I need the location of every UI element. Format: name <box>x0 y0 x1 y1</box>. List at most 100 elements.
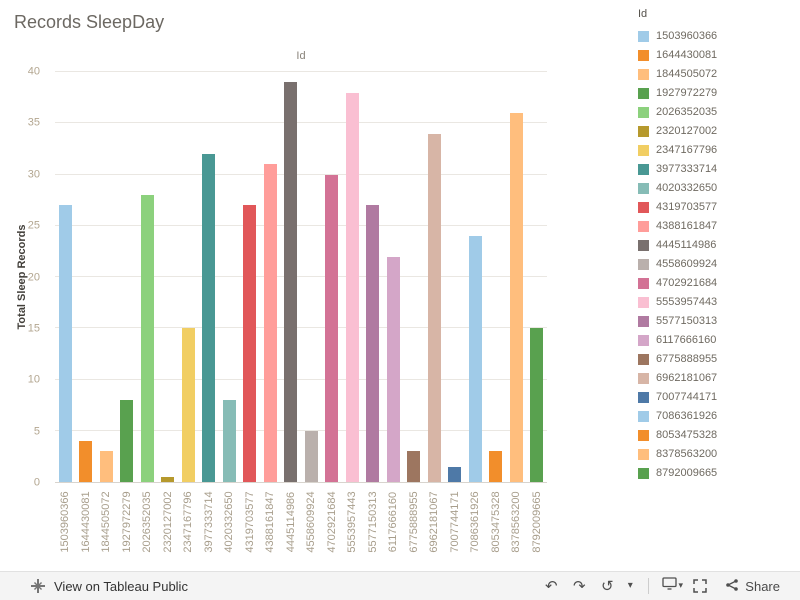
x-axis-label: 7086361926 <box>469 491 482 553</box>
x-axis-label: 7007744171 <box>448 491 461 553</box>
bar-6962181067[interactable] <box>427 133 441 482</box>
y-axis: 0 5 10 15 20 25 30 35 40 <box>0 66 47 488</box>
view-on-tableau-public-link[interactable]: View on Tableau Public <box>30 578 188 594</box>
x-axis-label: 1927972279 <box>120 491 133 553</box>
bar-4020332650[interactable] <box>222 400 236 482</box>
legend-label: 8053475328 <box>656 429 718 441</box>
x-axis-label: 5553957443 <box>346 491 359 553</box>
bottom-toolbar: View on Tableau Public ↶ ↷ ↺ ▾ ▾ <box>0 571 800 600</box>
legend-label: 1503960366 <box>656 30 718 42</box>
bar-8053475328[interactable] <box>489 451 503 482</box>
legend-swatch <box>638 316 649 327</box>
legend-item-1644430081[interactable]: 1644430081 <box>636 46 796 65</box>
bar-1503960366[interactable] <box>58 205 72 482</box>
legend-item-1927972279[interactable]: 1927972279 <box>636 84 796 103</box>
legend-items: 1503960366 1644430081 1844505072 1927972279… <box>636 27 796 483</box>
bar-7007744171[interactable] <box>448 466 462 482</box>
legend-swatch <box>638 107 649 118</box>
legend-label: 7007744171 <box>656 391 718 403</box>
legend-label: 2026352035 <box>656 106 718 118</box>
legend-item-4020332650[interactable]: 4020332650 <box>636 179 796 198</box>
bar-1927972279[interactable] <box>120 400 134 482</box>
y-axis-tick: 5 <box>33 425 40 438</box>
bar-6117666160[interactable] <box>386 256 400 482</box>
legend-swatch <box>638 221 649 232</box>
legend-item-7086361926[interactable]: 7086361926 <box>636 407 796 426</box>
legend-swatch <box>638 183 649 194</box>
legend-item-8378563200[interactable]: 8378563200 <box>636 445 796 464</box>
legend-item-2347167796[interactable]: 2347167796 <box>636 141 796 160</box>
legend-item-3977333714[interactable]: 3977333714 <box>636 160 796 179</box>
x-axis-label: 4388161847 <box>264 491 277 553</box>
y-axis-tick: 40 <box>27 65 40 78</box>
legend-item-6117666160[interactable]: 6117666160 <box>636 331 796 350</box>
bar-5577150313[interactable] <box>366 205 380 482</box>
legend-label: 6775888955 <box>656 353 718 365</box>
legend-item-2026352035[interactable]: 2026352035 <box>636 103 796 122</box>
legend-item-1844505072[interactable]: 1844505072 <box>636 65 796 84</box>
bar-6775888955[interactable] <box>407 451 421 482</box>
bar-8378563200[interactable] <box>509 113 523 482</box>
y-axis-tick: 15 <box>27 322 40 335</box>
legend-label: 2347167796 <box>656 144 718 156</box>
legend-item-6775888955[interactable]: 6775888955 <box>636 350 796 369</box>
legend-label: 1927972279 <box>656 87 718 99</box>
bar-4388161847[interactable] <box>263 164 277 482</box>
bar-3977333714[interactable] <box>202 154 216 482</box>
legend-item-8053475328[interactable]: 8053475328 <box>636 426 796 445</box>
legend-item-6962181067[interactable]: 6962181067 <box>636 369 796 388</box>
device-layout-button[interactable]: ▾ <box>659 575 685 597</box>
legend-item-4702921684[interactable]: 4702921684 <box>636 274 796 293</box>
x-axis-label: 1503960366 <box>59 491 72 553</box>
bar-4445114986[interactable] <box>284 82 298 482</box>
bar-1844505072[interactable] <box>99 451 113 482</box>
caret-down-icon: ▾ <box>678 581 684 591</box>
legend-label: 6117666160 <box>656 334 717 346</box>
gridline <box>55 378 547 380</box>
x-axis-label: 8378563200 <box>510 491 523 553</box>
legend-label: 8378563200 <box>656 448 718 460</box>
share-label: Share <box>745 578 780 594</box>
legend-item-8792009665[interactable]: 8792009665 <box>636 464 796 483</box>
legend-swatch <box>638 392 649 403</box>
legend-item-4558609924[interactable]: 4558609924 <box>636 255 796 274</box>
bar-4558609924[interactable] <box>304 430 318 482</box>
legend-swatch <box>638 335 649 346</box>
x-axis-label: 1644430081 <box>79 491 92 553</box>
legend-swatch <box>638 468 649 479</box>
legend-swatch <box>638 373 649 384</box>
legend-item-4388161847[interactable]: 4388161847 <box>636 217 796 236</box>
legend-item-4445114986[interactable]: 4445114986 <box>636 236 796 255</box>
legend-item-4319703577[interactable]: 4319703577 <box>636 198 796 217</box>
y-axis-tick: 0 <box>33 476 40 489</box>
redo-icon[interactable]: ↷ <box>573 576 586 595</box>
bar-2320127002[interactable] <box>161 476 175 482</box>
x-axis-label: 3977333714 <box>202 491 215 553</box>
legend-label: 1644430081 <box>656 49 718 61</box>
bar-4702921684[interactable] <box>325 174 339 482</box>
x-axis-label: 6117666160 <box>387 491 400 553</box>
bar-2347167796[interactable] <box>181 328 195 482</box>
replay-speed-caret-icon[interactable]: ▾ <box>627 580 633 591</box>
legend-item-1503960366[interactable]: 1503960366 <box>636 27 796 46</box>
bar-4319703577[interactable] <box>243 205 257 482</box>
legend-swatch <box>638 278 649 289</box>
legend-item-2320127002[interactable]: 2320127002 <box>636 122 796 141</box>
share-button[interactable]: Share <box>721 578 784 595</box>
legend-swatch <box>638 69 649 80</box>
x-axis-label: 4558609924 <box>305 491 318 553</box>
fullscreen-icon[interactable] <box>687 575 713 597</box>
bar-1644430081[interactable] <box>79 441 93 482</box>
undo-icon[interactable]: ↶ <box>545 576 558 595</box>
replay-icon[interactable]: ↺ <box>601 576 614 595</box>
legend-swatch <box>638 430 649 441</box>
bar-5553957443[interactable] <box>345 92 359 482</box>
x-axis-label: 4020332650 <box>223 491 236 553</box>
legend-item-5577150313[interactable]: 5577150313 <box>636 312 796 331</box>
legend-item-7007744171[interactable]: 7007744171 <box>636 388 796 407</box>
bar-8792009665[interactable] <box>530 328 544 482</box>
bar-2026352035[interactable] <box>140 195 154 482</box>
legend-label: 4020332650 <box>656 182 718 194</box>
legend-item-5553957443[interactable]: 5553957443 <box>636 293 796 312</box>
bar-7086361926[interactable] <box>468 236 482 482</box>
